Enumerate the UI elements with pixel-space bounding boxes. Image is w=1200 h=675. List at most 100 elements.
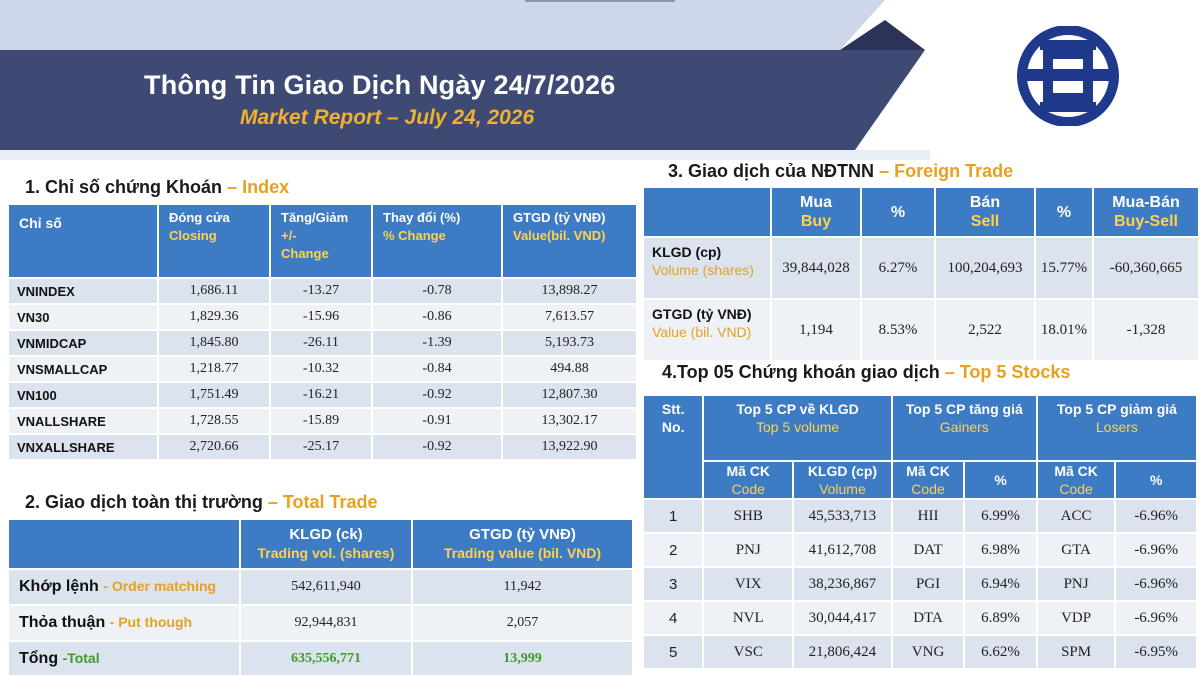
index-pct: -0.92	[373, 435, 501, 459]
foreign-col-net-vi: Mua-Bán	[1112, 194, 1180, 211]
index-change: -15.89	[271, 409, 371, 433]
total-label-vi: Thỏa thuận	[19, 614, 106, 631]
index-value: 13,898.27	[503, 279, 636, 303]
top5-heading-vi: 4.Top 05 Chứng khoán giao dịch	[662, 362, 940, 382]
foreign-sell-pct: 18.01%	[1036, 300, 1092, 360]
section-index-heading: 1. Chỉ số chứng Khoán – Index	[25, 177, 289, 198]
top5-stt-vi: Stt.	[661, 401, 685, 417]
top5-vol: 41,612,708	[794, 534, 891, 566]
foreign-heading-vi: 3. Giao dịch của NĐTNN	[668, 161, 875, 181]
foreign-col-net: Mua-Bán Buy-Sell	[1094, 188, 1198, 236]
index-pct: -0.91	[373, 409, 501, 433]
index-name: VNSMALLCAP	[9, 357, 157, 381]
section-top5-heading: 4.Top 05 Chứng khoán giao dịch – Top 5 S…	[662, 362, 1070, 383]
index-col-value-vi: GTGD (tỷ VNĐ)	[513, 210, 606, 225]
index-value: 7,613.57	[503, 305, 636, 329]
index-col-change-en: +/- Change	[281, 228, 329, 261]
top5-gain-pct: 6.99%	[965, 500, 1036, 532]
header-light-band	[0, 0, 885, 50]
top5-no: 2	[644, 534, 703, 566]
top5-group-gainers-en: Gainers	[939, 419, 989, 435]
top5-stt-en: No.	[661, 419, 685, 435]
total-value: 13,999	[413, 642, 632, 675]
total-row-label: Khớp lệnh - Order matching	[9, 570, 239, 604]
foreign-col-buy-en: Buy	[800, 213, 832, 230]
top5-lose-pct: -6.96%	[1116, 568, 1196, 600]
index-change: -15.96	[271, 305, 371, 329]
index-name: VNINDEX	[9, 279, 157, 303]
table-row: Khớp lệnh - Order matching 542,611,940 1…	[9, 570, 632, 604]
index-col-name: Chỉ số	[9, 205, 157, 277]
top5-sub-gain-pct: %	[965, 462, 1036, 498]
company-logo	[1017, 26, 1119, 126]
total-heading-en: – Total Trade	[267, 492, 378, 512]
top5-table: Stt. No. Top 5 CP về KLGD Top 5 volume Top…	[642, 394, 1198, 670]
top5-group-losers: Top 5 CP giảm giá Losers	[1037, 396, 1196, 460]
foreign-label-en: Value (bil. VND)	[652, 324, 752, 340]
top5-gain-code: DAT	[892, 534, 964, 566]
total-volume: 635,556,771	[241, 642, 411, 675]
foreign-net: -1,328	[1094, 300, 1198, 360]
top5-heading-en: – Top 5 Stocks	[944, 362, 1071, 382]
header-top-mark	[525, 0, 675, 2]
total-table-header: KLGD (ck) Trading vol. (shares) GTGD (tỷ …	[9, 520, 632, 568]
header-dark-tab	[840, 20, 925, 50]
index-change: -13.27	[271, 279, 371, 303]
top5-gain-pct: 6.94%	[965, 568, 1036, 600]
total-label-vi: Tổng	[19, 650, 59, 667]
index-col-change: Tăng/Giảm +/- Change	[271, 205, 371, 277]
foreign-row-label: GTGD (tỷ VNĐ) Value (bil. VND)	[644, 300, 770, 360]
top5-vol-code: NVL	[704, 602, 793, 634]
index-heading-en: – Index	[227, 177, 290, 197]
total-row-label: Thỏa thuận - Put though	[9, 606, 239, 640]
table-row: VNMIDCAP 1,845.80 -26.11 -1.39 5,193.73	[9, 331, 636, 355]
total-value: 2,057	[413, 606, 632, 640]
index-col-change-vi: Tăng/Giảm	[281, 210, 349, 225]
sub-code-vi: Mã CK	[1054, 463, 1098, 479]
index-col-closing: Đóng cửa Closing	[159, 205, 269, 277]
foreign-col-net-en: Buy-Sell	[1113, 213, 1178, 230]
foreign-label-vi: KLGD (cp)	[652, 244, 722, 260]
top5-sub-vol-code: Mã CK Code	[704, 462, 793, 498]
top5-vol: 30,044,417	[794, 602, 891, 634]
top5-lose-pct: -6.95%	[1116, 636, 1196, 668]
index-col-value: GTGD (tỷ VNĐ) Value(bil. VND)	[503, 205, 636, 277]
total-col-volume-vi: KLGD (ck)	[289, 526, 363, 543]
top5-sub-lose-code: Mã CK Code	[1037, 462, 1115, 498]
index-col-closing-vi: Đóng cửa	[169, 210, 230, 225]
total-col-value-vi: GTGD (tỷ VNĐ)	[469, 526, 576, 543]
index-value: 12,807.30	[503, 383, 636, 407]
top5-no: 5	[644, 636, 703, 668]
top5-vol-code: VIX	[704, 568, 793, 600]
top5-lose-code: ACC	[1037, 500, 1115, 532]
top5-group-gainers: Top 5 CP tăng giá Gainers	[892, 396, 1036, 460]
top5-lose-pct: -6.96%	[1116, 534, 1196, 566]
table-row: VNALLSHARE 1,728.55 -15.89 -0.91 13,302.…	[9, 409, 636, 433]
header-banner	[0, 0, 930, 160]
foreign-row-label: KLGD (cp) Volume (shares)	[644, 238, 770, 298]
foreign-sell-pct: 15.77%	[1036, 238, 1092, 298]
index-closing: 1,728.55	[159, 409, 269, 433]
foreign-col-sell-pct: %	[1036, 188, 1092, 236]
top5-gain-pct: 6.62%	[965, 636, 1036, 668]
top5-vol: 21,806,424	[794, 636, 891, 668]
index-value: 494.88	[503, 357, 636, 381]
index-col-pct-en: % Change	[383, 228, 446, 243]
table-row: 1 SHB 45,533,713 HII 6.99% ACC -6.96%	[644, 500, 1196, 532]
top5-group-losers-vi: Top 5 CP giảm giá	[1056, 401, 1177, 417]
top5-lose-code: SPM	[1037, 636, 1115, 668]
foreign-col-sell-vi: Bán	[969, 194, 1001, 211]
total-trade-table: KLGD (ck) Trading vol. (shares) GTGD (tỷ …	[7, 518, 634, 675]
index-table-header: Chỉ số Đóng cửa Closing Tăng/Giảm +/- Chan…	[9, 205, 636, 277]
index-col-pct: Thay đổi (%) % Change	[373, 205, 501, 277]
total-label-en: -Total	[62, 650, 100, 666]
top5-group-volume-vi: Top 5 CP về KLGD	[736, 401, 859, 417]
index-pct: -0.86	[373, 305, 501, 329]
index-value: 5,193.73	[503, 331, 636, 355]
top5-group-volume: Top 5 CP về KLGD Top 5 volume	[704, 396, 891, 460]
index-closing: 1,218.77	[159, 357, 269, 381]
total-label-en: - Order matching	[103, 578, 217, 594]
header-dark-band	[0, 50, 925, 150]
page-title: Thông Tin Giao Dịch Ngày 24/7/2026	[144, 70, 616, 100]
index-col-closing-en: Closing	[169, 228, 217, 243]
